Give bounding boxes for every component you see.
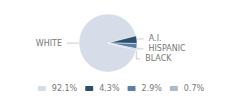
svg-text:WHITE: WHITE	[36, 39, 62, 48]
svg-text:0.7%: 0.7%	[184, 84, 205, 93]
svg-text:HISPANIC: HISPANIC	[148, 44, 186, 53]
svg-text:BLACK: BLACK	[145, 54, 172, 63]
svg-text:92.1%: 92.1%	[52, 84, 78, 93]
svg-text:2.9%: 2.9%	[142, 84, 163, 93]
svg-text:4.3%: 4.3%	[99, 84, 120, 93]
svg-text:A.I.: A.I.	[149, 34, 162, 43]
